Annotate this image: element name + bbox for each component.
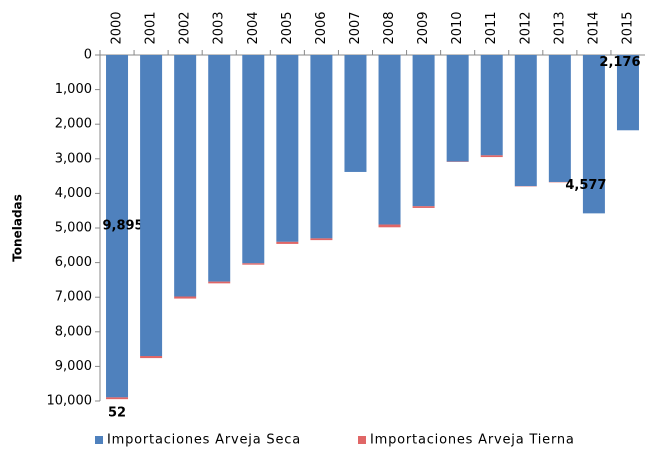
y-tick-label: 6,000 <box>55 255 92 270</box>
y-tick-label: 1,000 <box>55 82 92 97</box>
x-tick-label: 2015 <box>620 11 635 44</box>
legend-swatch <box>358 436 366 444</box>
bar-segment <box>616 55 639 131</box>
x-tick-label: 2014 <box>586 11 601 44</box>
x-tick-label: 2010 <box>450 11 465 44</box>
y-tick-label: 7,000 <box>55 290 92 305</box>
x-tick-label: 2006 <box>314 11 329 44</box>
y-tick-label: 0 <box>84 48 92 63</box>
x-tick-label: 2005 <box>280 11 295 44</box>
x-tick-label: 2002 <box>178 11 193 44</box>
legend-swatch <box>95 436 103 444</box>
bar-segment <box>242 55 265 264</box>
bar-segment <box>208 281 231 284</box>
bar-segment <box>378 55 401 225</box>
bar-segment <box>310 55 333 239</box>
bar-segment <box>310 238 333 241</box>
y-tick-label: 5,000 <box>55 221 92 236</box>
bar-segment <box>548 55 571 182</box>
y-axis-title: Toneladas <box>11 194 25 262</box>
bar-segment <box>514 55 537 187</box>
bar-segment <box>480 155 503 158</box>
x-tick-label: 2007 <box>348 11 363 44</box>
bar-segment <box>242 263 265 265</box>
bar-segment <box>412 206 435 208</box>
y-tick-label: 4,000 <box>55 186 92 201</box>
x-tick-label: 2009 <box>416 11 431 44</box>
x-tick-label: 2012 <box>518 11 533 44</box>
bar-segment <box>412 55 435 207</box>
bar-segment <box>344 55 367 172</box>
legend-label: Importaciones Arveja Seca <box>107 433 301 448</box>
x-tick-label: 2013 <box>552 11 567 44</box>
x-tick-label: 2003 <box>212 11 227 44</box>
bar-segment <box>140 356 163 359</box>
x-tick-label: 2001 <box>144 11 159 44</box>
bar-segment <box>446 55 469 162</box>
data-label: 52 <box>108 406 126 421</box>
data-label: 2,176 <box>599 55 640 70</box>
bar-segment <box>208 55 231 282</box>
bar-segment <box>378 224 401 228</box>
y-tick-label: 8,000 <box>55 324 92 339</box>
y-tick-label: 2,000 <box>55 117 92 132</box>
y-tick-label: 10,000 <box>47 394 93 409</box>
bar-segment <box>140 55 163 357</box>
bar-segment <box>480 55 503 156</box>
bar-segment <box>276 241 299 244</box>
x-tick-label: 2000 <box>110 11 125 44</box>
bar-segment <box>582 55 605 214</box>
x-tick-label: 2004 <box>246 11 261 44</box>
x-tick-label: 2008 <box>382 11 397 44</box>
bar-segment <box>106 397 129 400</box>
bar-segment <box>106 55 129 398</box>
data-label: 9,895 <box>102 219 143 234</box>
bar-segment <box>276 55 299 242</box>
y-tick-label: 3,000 <box>55 151 92 166</box>
bar-segment <box>174 296 197 299</box>
bar-segment <box>174 55 197 297</box>
y-tick-label: 9,000 <box>55 359 92 374</box>
data-label: 4,577 <box>565 178 606 193</box>
x-tick-label: 2011 <box>484 11 499 44</box>
legend-label: Importaciones Arveja Tierna <box>370 433 575 448</box>
